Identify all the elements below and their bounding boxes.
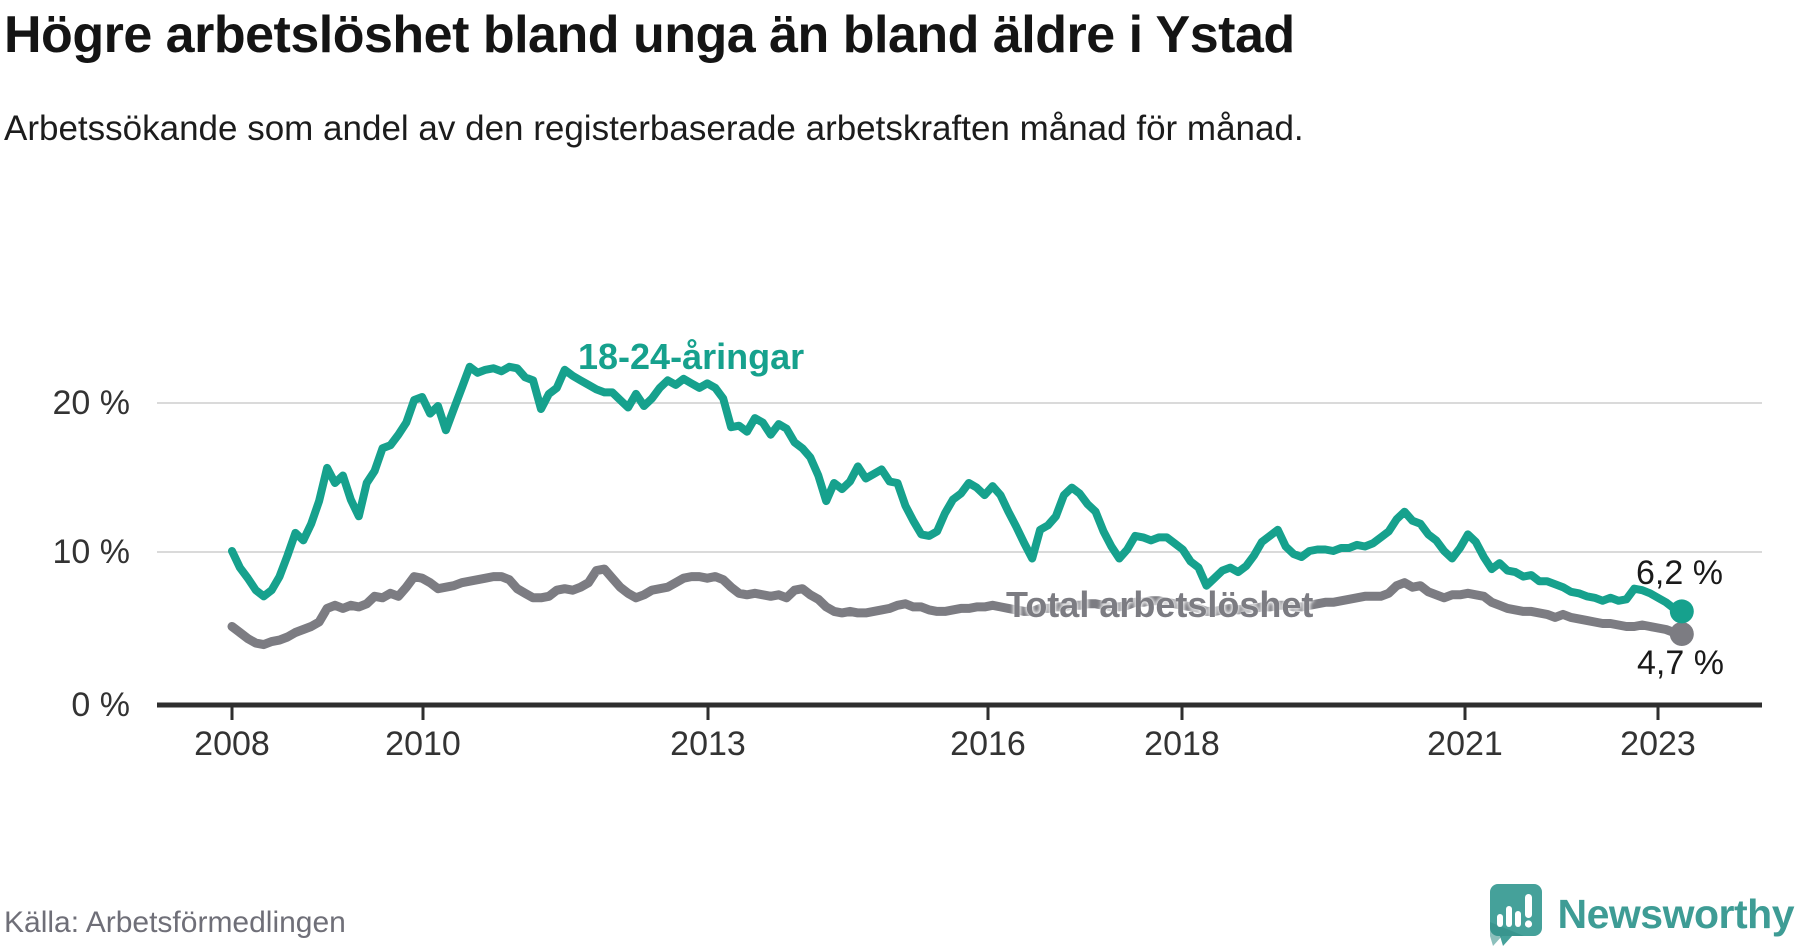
page-subtitle: Arbetssökande som andel av den registerb…	[4, 109, 1304, 148]
source-note: Källa: Arbetsförmedlingen	[4, 906, 346, 939]
x-axis-ticks	[230, 707, 1660, 720]
x-tick-2023: 2023	[1620, 725, 1696, 763]
x-tick-2010: 2010	[385, 725, 461, 763]
end-value-youth: 6,2 %	[1636, 554, 1723, 592]
y-tick-20: 20 %	[52, 384, 131, 422]
page-title: Högre arbetslöshet bland unga än bland ä…	[4, 6, 1295, 64]
y-tick-0: 0 %	[71, 686, 130, 724]
series-end-dot-total	[1669, 622, 1694, 646]
x-tick-2021: 2021	[1427, 725, 1503, 763]
series-line-total	[227, 564, 1687, 650]
x-tick-2008: 2008	[194, 725, 270, 763]
newsworthy-brand: Newsworthy	[1488, 880, 1795, 948]
newsworthy-wordmark: Newsworthy	[1557, 890, 1795, 937]
x-tick-2016: 2016	[950, 725, 1026, 763]
x-tick-2018: 2018	[1144, 725, 1220, 763]
x-tick-2013: 2013	[670, 725, 746, 763]
logo-fold-shade	[1489, 922, 1524, 946]
logo-bars	[1496, 894, 1532, 928]
series-end-dot-youth	[1669, 599, 1694, 624]
series-label-total: Total arbetslöshet	[1006, 584, 1314, 625]
newsworthy-logo-icon	[1489, 884, 1542, 946]
series-label-youth: 18-24-åringar	[578, 336, 805, 377]
y-tick-10: 10 %	[52, 533, 131, 571]
end-value-total: 4,7 %	[1637, 644, 1724, 682]
series-line-youth	[228, 362, 1686, 616]
